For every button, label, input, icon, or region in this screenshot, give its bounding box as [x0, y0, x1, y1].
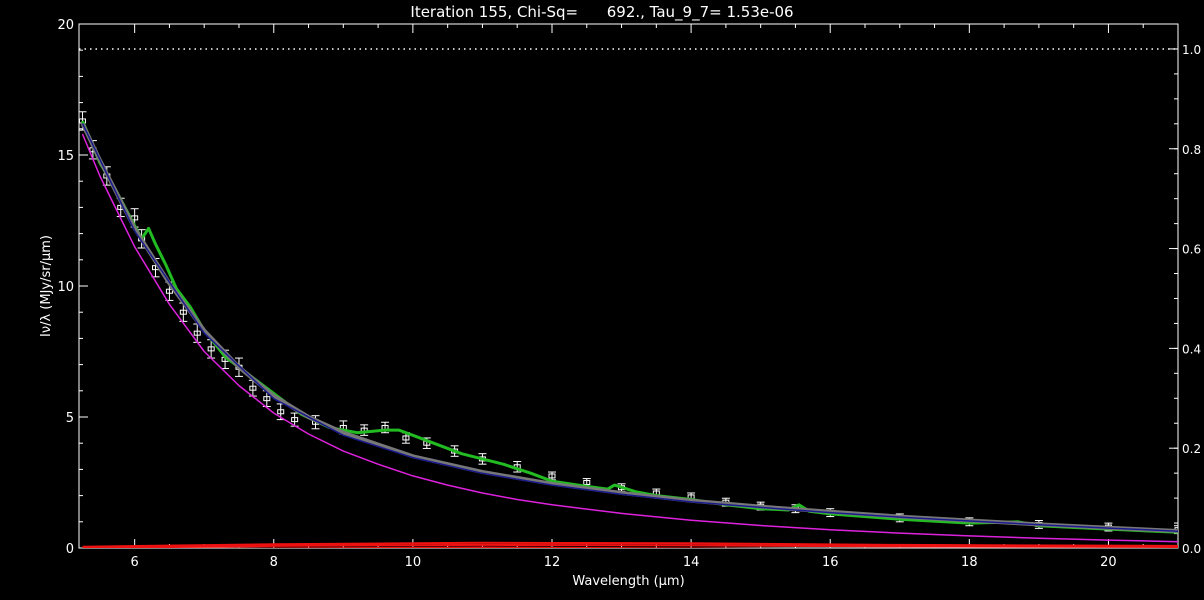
- series-features-line: [82, 543, 1178, 548]
- chart-title: Iteration 155, Chi-Sq= 692., Tau_9_7= 1.…: [410, 3, 794, 21]
- y-tick-label: 5: [66, 411, 74, 426]
- data-point: [165, 288, 173, 294]
- y-tick-label: 0: [66, 542, 74, 557]
- data-point: [277, 409, 285, 415]
- y2-tick-label: 0.4: [1182, 342, 1201, 356]
- x-tick-label: 12: [544, 555, 561, 570]
- x-tick-label: 16: [822, 555, 839, 570]
- x-tick-label: 6: [131, 555, 139, 570]
- data-point: [263, 396, 271, 402]
- series-total-model-line: [81, 120, 1178, 534]
- data-point: [402, 435, 410, 441]
- y-tick-label: 20: [57, 18, 74, 33]
- series-continuum-line: [80, 122, 1178, 533]
- y2-tick-label: 0.2: [1182, 442, 1201, 456]
- y2-tick-label: 0.8: [1182, 143, 1201, 157]
- y2-tick-label: 0.6: [1182, 243, 1201, 257]
- data-point: [207, 346, 215, 352]
- x-tick-label: 18: [961, 555, 978, 570]
- y-tick-label: 15: [57, 149, 74, 164]
- y2-tick-label: 0.0: [1182, 542, 1201, 556]
- data-point: [193, 330, 201, 336]
- x-tick-label: 14: [683, 555, 700, 570]
- data-point: [291, 417, 299, 423]
- series-stellar-line: [81, 133, 1178, 543]
- y-tick-label: 10: [57, 280, 74, 295]
- data-point: [179, 309, 187, 315]
- series-features-line: [82, 541, 1178, 548]
- x-tick-label: 10: [405, 555, 422, 570]
- plot-frame: [78, 23, 1179, 549]
- data-point: [548, 473, 556, 479]
- y2-tick-label: 1.0: [1182, 43, 1201, 57]
- x-axis-label: Wavelength (μm): [572, 574, 684, 589]
- data-point: [583, 480, 591, 485]
- y-axis-label: Iν/λ (MJy/sr/μm): [39, 235, 54, 337]
- x-tick-label: 20: [1100, 555, 1117, 570]
- x-tick-label: 8: [270, 555, 278, 570]
- series-continuum-component-line: [81, 123, 1178, 532]
- data-point: [249, 385, 257, 391]
